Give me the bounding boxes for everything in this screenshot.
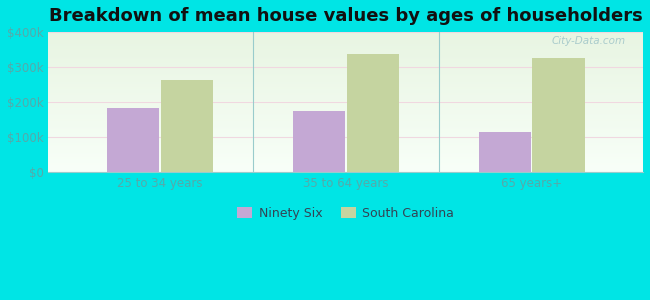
Bar <box>107 109 159 172</box>
Title: Breakdown of mean house values by ages of householders: Breakdown of mean house values by ages o… <box>49 7 643 25</box>
Bar <box>532 58 584 172</box>
Text: City-Data.com: City-Data.com <box>551 36 625 46</box>
Bar <box>478 132 530 172</box>
Legend: Ninety Six, South Carolina: Ninety Six, South Carolina <box>232 202 459 225</box>
Bar <box>292 111 344 172</box>
Bar <box>346 54 398 172</box>
Bar <box>161 80 213 172</box>
